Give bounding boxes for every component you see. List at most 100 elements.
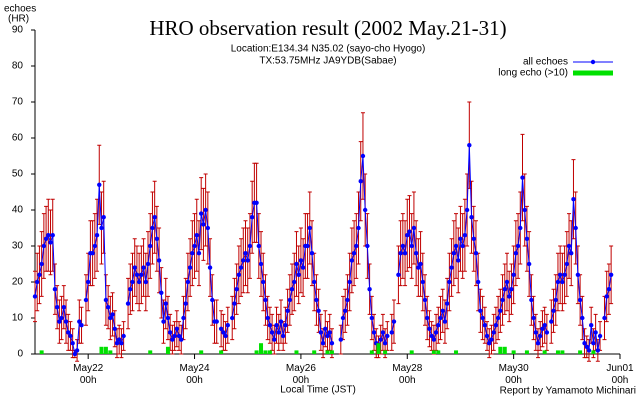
point xyxy=(400,243,406,249)
point xyxy=(584,344,589,349)
long-echo-bar xyxy=(325,350,330,354)
point xyxy=(121,333,126,339)
point xyxy=(85,279,91,285)
point xyxy=(557,272,563,277)
point xyxy=(119,341,124,346)
point xyxy=(491,330,496,335)
chart-title: HRO observation result (2002 May.21-31) xyxy=(149,16,506,40)
point xyxy=(108,315,113,321)
point xyxy=(318,330,324,335)
point xyxy=(66,330,71,335)
long-echo-bar xyxy=(165,346,170,354)
point xyxy=(597,333,603,339)
point xyxy=(57,319,62,324)
point xyxy=(540,326,545,331)
point xyxy=(438,315,443,321)
point xyxy=(92,243,98,249)
point xyxy=(103,297,109,303)
long-echo-bar xyxy=(312,350,317,354)
point xyxy=(378,337,383,342)
point xyxy=(347,279,352,285)
point xyxy=(274,323,279,328)
x-tick-label-line: 00h xyxy=(80,375,97,386)
point xyxy=(398,251,403,256)
point xyxy=(110,312,115,317)
point xyxy=(555,279,561,285)
point xyxy=(358,179,363,184)
point xyxy=(285,308,290,313)
point xyxy=(165,315,171,321)
x-tick-label: Jun01 00h xyxy=(606,363,634,386)
point xyxy=(580,315,585,321)
y-tick-label: 50 xyxy=(12,169,24,180)
point xyxy=(522,207,527,213)
point xyxy=(464,207,470,213)
point xyxy=(429,333,434,339)
point xyxy=(179,337,184,342)
x-tick-label-line: May30 xyxy=(499,363,529,374)
long-echo-bar xyxy=(431,350,436,354)
point xyxy=(170,337,175,342)
point xyxy=(440,308,445,313)
point xyxy=(360,153,366,159)
point xyxy=(269,330,275,335)
point xyxy=(141,265,146,270)
point xyxy=(48,240,53,245)
point xyxy=(90,251,95,256)
point xyxy=(243,251,248,256)
long-echo-bar xyxy=(511,350,516,354)
point xyxy=(551,308,556,313)
point xyxy=(207,265,213,270)
point xyxy=(148,243,153,249)
point xyxy=(416,265,421,270)
long-echo-bar xyxy=(376,343,381,354)
y-axis-unit: (HR) xyxy=(8,14,29,25)
long-echo-bar xyxy=(219,350,224,354)
point xyxy=(575,272,581,277)
x-tick-label: May24 00h xyxy=(180,363,210,386)
point xyxy=(518,225,523,231)
point xyxy=(83,297,89,303)
point xyxy=(125,301,131,306)
point xyxy=(130,279,135,285)
point xyxy=(577,297,583,303)
point xyxy=(296,272,301,277)
point xyxy=(192,243,197,249)
point xyxy=(431,337,437,342)
point xyxy=(511,272,516,277)
point xyxy=(32,294,38,299)
y-tick-label: 20 xyxy=(12,277,24,288)
point xyxy=(520,175,525,180)
legend-swatch xyxy=(573,70,613,76)
point xyxy=(99,225,104,231)
point xyxy=(205,225,211,231)
point xyxy=(280,333,286,339)
point xyxy=(327,330,332,335)
point xyxy=(509,287,514,292)
long-echo-bar xyxy=(524,350,529,354)
point xyxy=(221,330,226,335)
point xyxy=(340,315,346,321)
point xyxy=(150,225,155,231)
point xyxy=(593,330,598,335)
x-tick-label: May28 00h xyxy=(392,363,422,386)
long-echo-bar xyxy=(263,350,268,354)
point xyxy=(345,297,350,303)
x-tick-label-line: 00h xyxy=(612,375,629,386)
long-echo-bar xyxy=(259,343,264,354)
point xyxy=(263,297,268,303)
point xyxy=(134,272,140,277)
long-echo-bar xyxy=(329,350,334,354)
point xyxy=(495,315,501,321)
point xyxy=(564,261,570,267)
point xyxy=(526,261,532,267)
point xyxy=(362,207,368,213)
point xyxy=(59,315,64,321)
point xyxy=(185,279,191,285)
long-echo-bar xyxy=(498,346,503,354)
point xyxy=(300,265,306,270)
point xyxy=(292,279,297,285)
y-tick-label: 30 xyxy=(12,241,24,252)
point xyxy=(52,287,58,292)
